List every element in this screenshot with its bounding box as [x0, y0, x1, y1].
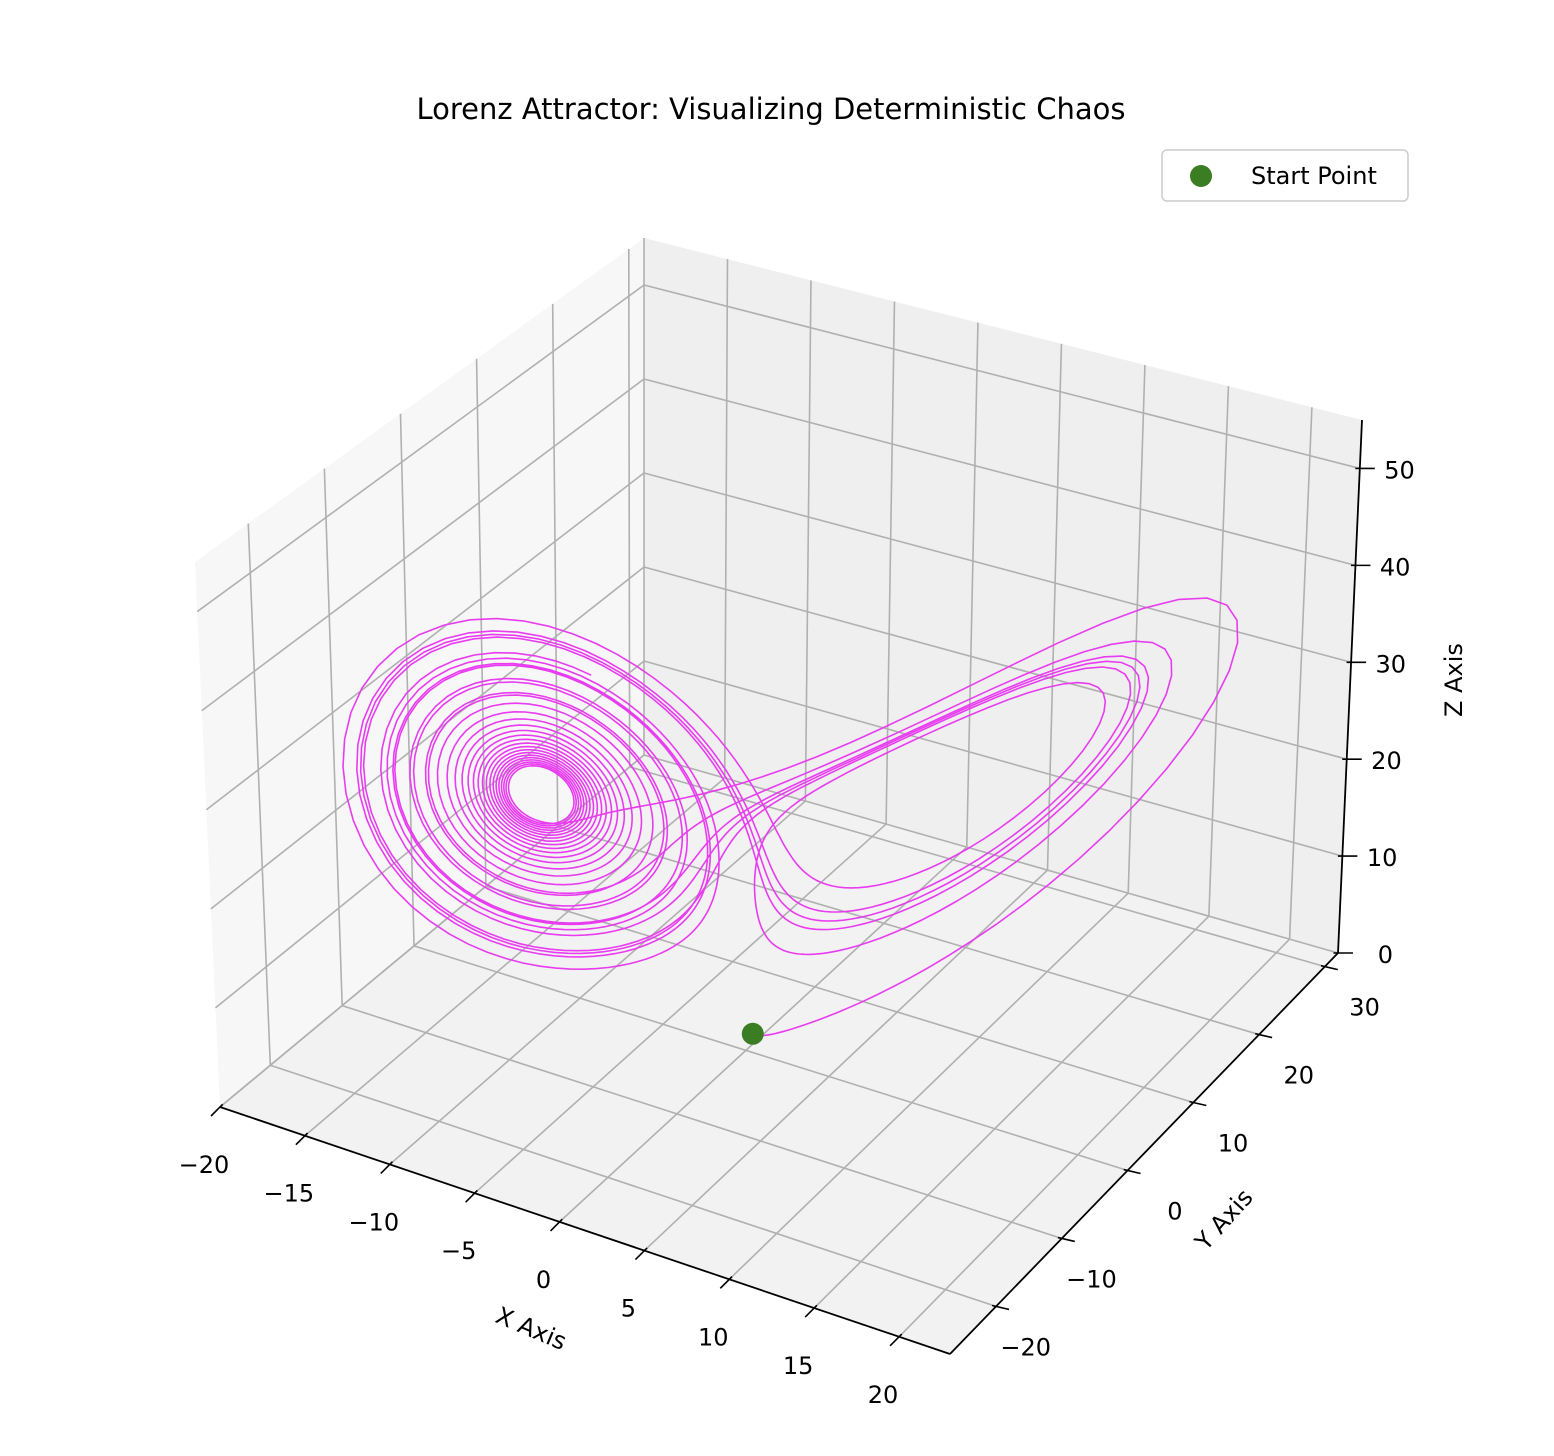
grid-line-x-back — [1127, 364, 1146, 894]
grid-line-z-left — [205, 472, 645, 811]
tick-mark — [634, 1247, 648, 1261]
grid-line-y-left — [247, 523, 272, 1066]
tick-label: −5 — [441, 1237, 476, 1265]
tick-mark — [295, 1132, 309, 1146]
y-axis-label: Y Axis — [1189, 1183, 1259, 1256]
tick-mark — [719, 1276, 733, 1289]
grid-line-x-back — [965, 322, 979, 848]
tick-label: 15 — [783, 1352, 814, 1380]
tick-label: 10 — [1218, 1130, 1249, 1158]
tick-mark — [380, 1161, 394, 1175]
tick-mark — [1189, 1100, 1207, 1107]
plot-area — [342, 597, 1239, 1045]
grid-line-x-back — [804, 280, 812, 802]
tick-mark — [1255, 1032, 1273, 1039]
tick-label: −20 — [179, 1151, 230, 1179]
tick-label: −10 — [348, 1208, 399, 1236]
tick-label: 20 — [868, 1381, 899, 1409]
grid-line-x-back — [723, 259, 729, 779]
grid-line-x-floor — [813, 915, 1210, 1309]
grid-line-x-back — [1046, 343, 1063, 871]
grid-line-y-floor — [270, 1064, 997, 1308]
tick-label: 0 — [536, 1266, 551, 1294]
grid-line-x-floor — [304, 777, 726, 1137]
tick-mark — [549, 1218, 563, 1232]
tick-mark — [1057, 1236, 1075, 1243]
grid-line-x-floor — [728, 892, 1129, 1280]
x-axis-label: X Axis — [492, 1301, 571, 1356]
grid-line-z-left — [201, 378, 645, 712]
grid-line-y-left — [551, 303, 559, 827]
tick-label: 30 — [1349, 994, 1380, 1022]
grid-line-y-floor — [341, 1004, 1063, 1240]
grid-line-x-floor — [474, 823, 887, 1194]
grid-line-x-back — [1208, 386, 1230, 917]
tick-mark — [991, 1304, 1010, 1311]
grid-line-y-left — [323, 468, 343, 1006]
tick-label: −15 — [264, 1180, 315, 1208]
tick-label: −20 — [1000, 1333, 1051, 1361]
grid-line-y-left — [399, 413, 415, 946]
tick-label: 20 — [1284, 1062, 1315, 1090]
grid-line-x-floor — [389, 800, 806, 1166]
grid-line-z-back — [643, 284, 1361, 470]
x-axis-line — [219, 1106, 951, 1355]
z-axis-line — [1337, 419, 1363, 954]
legend: Start Point — [1161, 149, 1409, 202]
tick-label: −10 — [1066, 1265, 1117, 1293]
tick-label: 0 — [1378, 941, 1393, 969]
grid-line-x-back — [1288, 407, 1313, 940]
y-axis-ticks: −20 −10 0 10 20 30 — [991, 964, 1380, 1361]
grid-line-y-floor — [413, 945, 1128, 1172]
tick-mark — [1123, 1168, 1141, 1175]
tick-mark — [889, 1333, 903, 1347]
tick-label: 10 — [698, 1323, 729, 1351]
grid-line-y-floor — [557, 825, 1260, 1036]
tick-mark — [1320, 964, 1339, 971]
tick-mark — [465, 1189, 478, 1203]
tick-label: 5 — [621, 1295, 636, 1323]
tick-mark — [804, 1304, 818, 1318]
legend-label-start-point: Start Point — [1251, 162, 1377, 190]
grid-line-z-back — [643, 472, 1352, 664]
grid-line-x-floor — [643, 869, 1049, 1252]
tick-label: 30 — [1376, 650, 1407, 678]
legend-frame — [1161, 149, 1409, 202]
tick-label: 10 — [1367, 844, 1398, 872]
grid-line-z-back — [643, 378, 1356, 567]
x-axis-ticks: −20 −15 −10 −5 0 5 10 15 20 — [179, 1103, 903, 1409]
grid-line-z-left — [196, 284, 645, 613]
axis-lines — [219, 419, 1363, 1355]
grid-line-y-left — [627, 248, 631, 767]
lorenz-trajectory-line — [342, 597, 1239, 1037]
y-axis-line — [949, 952, 1339, 1355]
tick-label: 50 — [1384, 456, 1415, 484]
start-point-marker — [741, 1022, 764, 1045]
z-axis-ticks: 0 10 20 30 40 50 — [1333, 456, 1415, 969]
grid-line-z-left — [210, 566, 645, 910]
left-pane — [195, 238, 644, 1107]
tick-label: 40 — [1380, 553, 1411, 581]
grid-line-x-floor — [898, 938, 1291, 1338]
floor-pane — [220, 755, 1338, 1354]
grid-line-z-back — [643, 660, 1343, 857]
tick-label: 20 — [1371, 747, 1402, 775]
grid-line-z-back — [643, 566, 1347, 760]
grid-line-y-floor — [485, 885, 1194, 1104]
tick-label: 0 — [1167, 1197, 1182, 1225]
grid-line-z-back — [643, 754, 1339, 954]
chart-title: Lorenz Attractor: Visualizing Determinis… — [417, 92, 1126, 126]
axes-panes — [195, 238, 1362, 1354]
legend-marker — [1190, 165, 1212, 187]
tick-mark — [210, 1103, 224, 1117]
z-axis-label: Z Axis — [1440, 643, 1468, 717]
